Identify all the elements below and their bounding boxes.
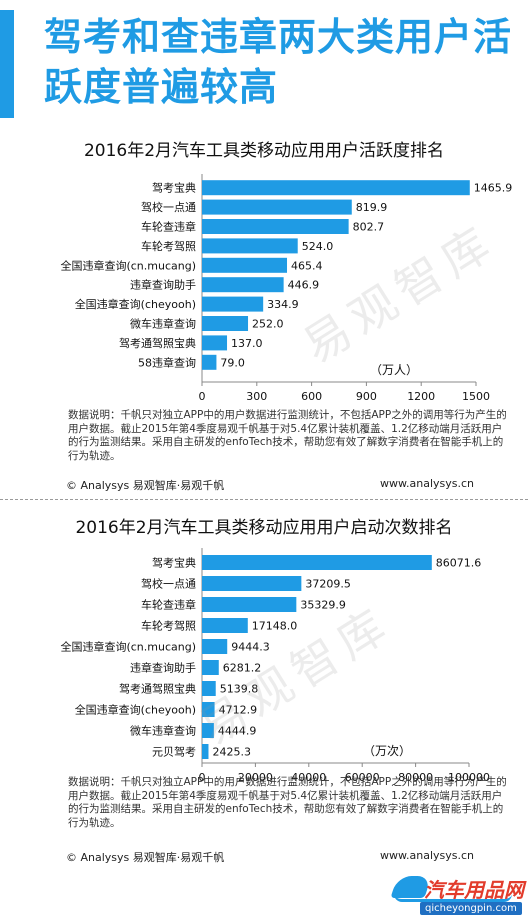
chart2-tick-label: 60000 xyxy=(345,771,380,784)
chart2-category-label: 驾考通驾照宝典 xyxy=(119,682,196,696)
chart2-bar xyxy=(202,702,215,717)
chart2-bar xyxy=(202,555,432,570)
chart1-category-label: 全国违章查询(cn.mucang) xyxy=(60,258,196,272)
chart1-category-label: 车轮查违章 xyxy=(141,220,196,234)
chart1-title: 2016年2月汽车工具类移动应用用户活跃度排名 xyxy=(83,141,445,161)
logo-domain: qicheyongpin.com xyxy=(420,902,522,915)
chart2-category-label: 违章查询助手 xyxy=(130,661,196,675)
chart2-bar xyxy=(202,639,228,654)
section-divider xyxy=(0,499,528,500)
chart2-value-label: 86071.6 xyxy=(436,557,482,570)
chart2-bar xyxy=(202,618,248,633)
chart2-footer: © Analysys 易观智库·易观千帆 www.analysys.cn xyxy=(0,849,528,869)
chart1-tick-label: 900 xyxy=(356,390,377,403)
header-accent-bar xyxy=(0,10,14,118)
chart1-note: 数据说明：千帆只对独立APP中的用户数据进行监测统计，不包括APP之外的调用等行… xyxy=(68,409,507,462)
chart1-category-label: 驾考宝典 xyxy=(152,181,196,195)
chart1-value-label: 524.0 xyxy=(302,240,334,253)
chart1-bar xyxy=(202,199,352,215)
chart2-value-label: 2425.3 xyxy=(212,746,251,759)
chart1-value-label: 465.4 xyxy=(291,259,323,272)
chart1-category-label: 微车违章查询 xyxy=(130,317,196,331)
chart1-value-label: 252.0 xyxy=(252,318,283,331)
chart1-bar xyxy=(202,335,228,351)
chart2-bar xyxy=(202,723,214,738)
chart1-value-label: 819.9 xyxy=(356,201,388,214)
chart2-category-label: 元贝驾考 xyxy=(152,746,196,759)
chart1-category-label: 驾考通驾照宝典 xyxy=(119,336,196,350)
chart2-category-label: 车轮查违章 xyxy=(141,598,196,612)
chart2-category-label: 驾考宝典 xyxy=(152,556,196,570)
chart1-value-label: 79.0 xyxy=(220,356,245,369)
chart1-bar xyxy=(202,354,217,370)
chart2-bar xyxy=(202,660,219,675)
chart1-bar xyxy=(202,257,288,273)
chart1-category-label: 车轮考驾照 xyxy=(141,239,196,253)
chart1-unit-label: （万人） xyxy=(370,363,418,377)
chart2-value-label: 4444.9 xyxy=(218,725,257,738)
chart1-bar xyxy=(202,180,470,196)
chart2-category-label: 全国违章查询(cheyooh) xyxy=(75,703,196,717)
chart1-value-label: 137.0 xyxy=(231,337,263,350)
chart1-value-label: 334.9 xyxy=(267,298,299,311)
chart2-tick-label: 80000 xyxy=(398,771,433,784)
chart1-tick-label: 300 xyxy=(246,390,267,403)
chart2-tick-label: 100000 xyxy=(448,771,490,784)
chart2-bar xyxy=(202,744,209,759)
chart2-value-label: 5139.8 xyxy=(220,683,259,696)
chart1-bar xyxy=(202,316,249,331)
chart2-value-label: 6281.2 xyxy=(223,662,262,675)
chart2-note: 数据说明：千帆只对独立APP中的用户数据进行监测统计，不包括APP之外的调用等行… xyxy=(68,776,507,829)
chart2-plot: 驾考宝典 86071.6 驾校一点通 37209.5 车轮查违章 35329.9 车轮考驾照… xyxy=(60,548,490,784)
chart2-value-label: 9444.3 xyxy=(231,641,270,654)
chart2-category-label: 微车违章查询 xyxy=(130,724,196,738)
chart2-value-label: 17148.0 xyxy=(252,620,298,633)
chart1-value-label: 1465.9 xyxy=(474,182,513,195)
chart1-tick-label: 1200 xyxy=(407,390,435,403)
chart2-tick-label: 20000 xyxy=(238,771,273,784)
chart2-footer-copyright: © Analysys 易观智库·易观千帆 xyxy=(66,851,225,864)
chart2-bar xyxy=(202,597,297,612)
chart1-value-label: 802.7 xyxy=(353,221,385,234)
swoosh-logo-icon xyxy=(394,894,512,902)
chart1-tick-label: 0 xyxy=(199,390,206,403)
chart1-bar xyxy=(202,296,264,312)
chart1-footer-url[interactable]: www.analysys.cn xyxy=(380,477,474,490)
chart1-tick-label: 1500 xyxy=(462,390,490,403)
page-header: 驾考和查违章两大类用户活跃度普遍较高 xyxy=(0,0,528,124)
chart2-category-label: 全国违章查询(cn.mucang) xyxy=(60,640,196,654)
chart1-category-label: 全国违章查询(cheyooh) xyxy=(75,297,196,311)
chart2-bar xyxy=(202,681,216,696)
logo-text: 汽车用品网 xyxy=(424,878,524,902)
chart2-bar xyxy=(202,576,302,591)
chart2-value-label: 37209.5 xyxy=(305,578,351,591)
chart2-unit-label: （万次） xyxy=(363,744,411,758)
chart1-tick-label: 600 xyxy=(301,390,322,403)
chart1-category-label: 违章查询助手 xyxy=(130,278,196,292)
chart2-value-label: 4712.9 xyxy=(219,704,257,717)
chart2-value-label: 35329.9 xyxy=(300,599,346,612)
chart2-footer-url[interactable]: www.analysys.cn xyxy=(380,849,474,862)
page-title: 驾考和查违章两大类用户活跃度普遍较高 xyxy=(44,15,513,109)
chart2-tick-label: 0 xyxy=(199,771,206,784)
chart2-category-label: 驾校一点通 xyxy=(141,577,196,591)
chart2-title: 2016年2月汽车工具类移动应用用户启动次数排名 xyxy=(75,518,453,538)
chart1-footer-copyright: © Analysys 易观智库·易观千帆 xyxy=(66,479,225,492)
chart1-category-label: 58违章查询 xyxy=(138,355,196,369)
chart1-category-label: 驾校一点通 xyxy=(141,200,196,214)
chart1-bar xyxy=(202,238,298,254)
chart2-tick-label: 40000 xyxy=(291,771,326,784)
chart1-footer: © Analysys 易观智库·易观千帆 www.analysys.cn xyxy=(0,477,528,497)
chart2-category-label: 车轮考驾照 xyxy=(141,619,196,633)
chart1-value-label: 446.9 xyxy=(288,279,320,292)
site-logo: 汽车用品网 qicheyongpin.com xyxy=(390,866,526,922)
chart1-bar xyxy=(202,219,349,234)
chart1-plot: 驾考宝典 1465.9 驾校一点通 819.9 车轮查违章 802.7 车轮考驾照 524.0… xyxy=(60,174,513,403)
chart1-bar xyxy=(202,277,284,293)
